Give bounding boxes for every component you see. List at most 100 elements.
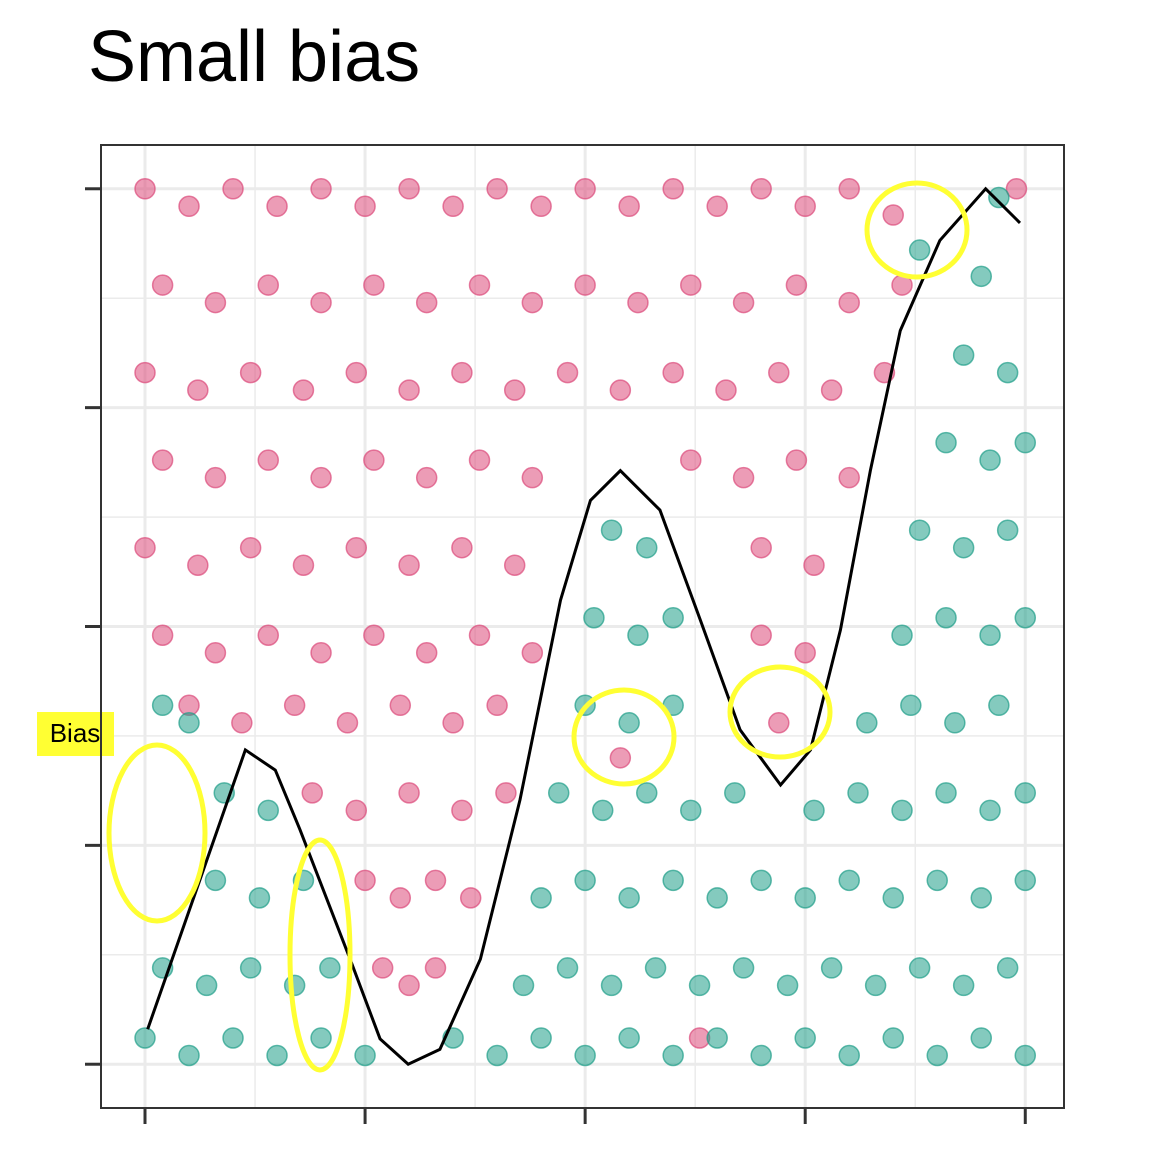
point <box>283 694 306 717</box>
point <box>239 361 262 384</box>
point <box>794 195 816 218</box>
point <box>204 291 227 314</box>
point <box>486 1044 508 1067</box>
point <box>204 869 227 892</box>
point <box>486 694 508 717</box>
point <box>732 957 755 979</box>
point <box>187 554 209 576</box>
point <box>363 274 385 296</box>
point <box>415 466 438 489</box>
point <box>336 712 359 734</box>
point <box>574 274 596 296</box>
point <box>715 379 737 401</box>
points <box>134 178 1037 1067</box>
point <box>979 799 1001 822</box>
point <box>706 195 728 218</box>
point <box>574 178 596 200</box>
point <box>574 1044 596 1067</box>
point <box>838 1044 860 1067</box>
point <box>415 642 438 664</box>
point <box>468 624 491 647</box>
point <box>451 799 473 822</box>
point <box>204 642 227 664</box>
point <box>151 694 174 717</box>
point <box>979 449 1001 471</box>
point <box>354 869 376 892</box>
point <box>908 957 931 979</box>
point <box>952 974 975 997</box>
point <box>856 712 878 734</box>
point <box>908 239 931 261</box>
point <box>319 957 341 979</box>
point <box>618 887 640 909</box>
point <box>644 957 667 979</box>
point <box>794 642 816 664</box>
annotation-label: Bias <box>50 718 101 748</box>
point <box>618 712 640 734</box>
point <box>345 361 368 384</box>
point <box>266 1044 288 1067</box>
point <box>530 195 552 218</box>
point <box>952 536 975 559</box>
point <box>706 887 728 909</box>
point <box>371 957 394 979</box>
point <box>468 449 491 471</box>
point <box>310 1027 332 1049</box>
point <box>926 869 948 892</box>
point <box>970 1027 993 1049</box>
point <box>996 519 1019 541</box>
point <box>882 204 904 226</box>
point <box>495 782 517 804</box>
point <box>442 712 464 734</box>
point <box>618 1027 640 1049</box>
point <box>732 466 755 489</box>
point <box>178 712 200 734</box>
point <box>301 782 324 804</box>
point <box>1014 869 1037 892</box>
bias-ellipse <box>571 687 677 787</box>
point <box>468 274 491 296</box>
point <box>398 782 420 804</box>
point <box>944 712 966 734</box>
point <box>283 974 306 997</box>
point <box>310 466 332 489</box>
point <box>847 782 869 804</box>
point <box>354 1044 376 1067</box>
point <box>1014 782 1037 804</box>
point <box>996 957 1019 979</box>
point <box>204 466 227 489</box>
point <box>547 782 570 804</box>
point <box>574 869 596 892</box>
bias-ellipse <box>287 837 353 1073</box>
point <box>530 887 552 909</box>
point <box>556 957 579 979</box>
bias-ellipse <box>864 180 970 280</box>
point <box>680 799 702 822</box>
point <box>882 887 904 909</box>
point <box>345 799 368 822</box>
point <box>820 957 843 979</box>
point <box>882 1027 904 1049</box>
point <box>794 1027 816 1049</box>
point <box>627 291 649 314</box>
point <box>935 431 957 454</box>
point <box>636 782 658 804</box>
point <box>838 291 860 314</box>
point <box>935 782 957 804</box>
point <box>398 554 420 576</box>
point <box>257 274 279 296</box>
point <box>662 869 684 892</box>
point <box>688 974 711 997</box>
point <box>900 694 922 717</box>
point <box>310 291 332 314</box>
annotations: Bias <box>37 180 970 1073</box>
point <box>1005 178 1028 200</box>
point <box>820 379 843 401</box>
point <box>724 782 746 804</box>
point <box>292 379 315 401</box>
point <box>187 379 209 401</box>
point <box>750 178 772 200</box>
point <box>627 624 649 647</box>
point <box>398 178 420 200</box>
